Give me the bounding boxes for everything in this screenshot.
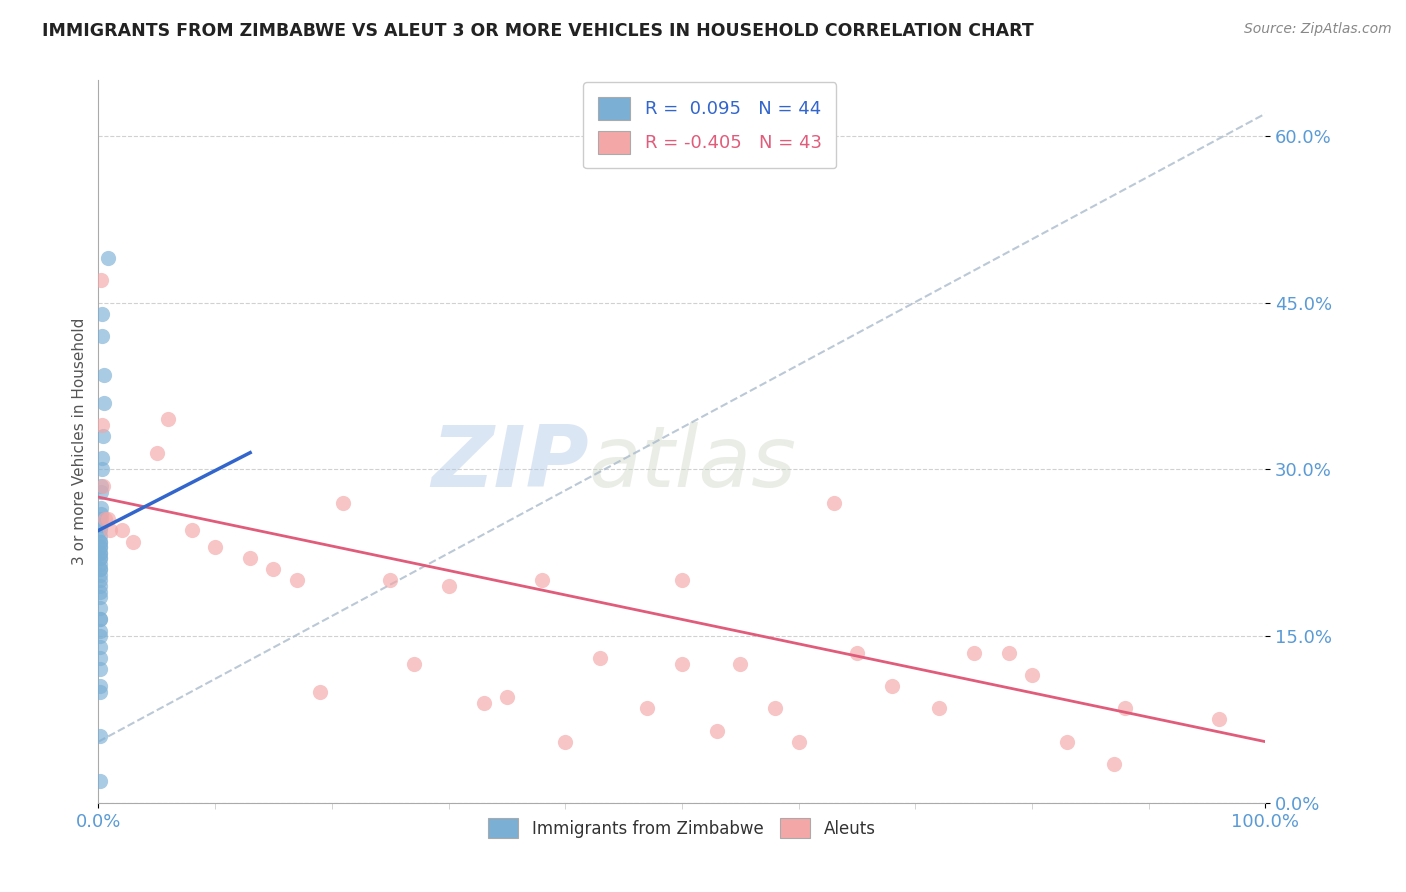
Point	[89, 574, 111, 588]
Point	[89, 529, 111, 543]
Point	[97, 251, 120, 265]
Point	[309, 684, 332, 698]
Point	[89, 662, 111, 676]
Point	[730, 657, 752, 671]
Point	[98, 524, 121, 538]
Point	[589, 651, 612, 665]
Point	[146, 445, 169, 459]
Point	[1021, 668, 1043, 682]
Point	[472, 696, 495, 710]
Point	[89, 579, 111, 593]
Point	[89, 546, 111, 560]
Point	[89, 679, 111, 693]
Point	[91, 429, 114, 443]
Point	[89, 534, 111, 549]
Point	[90, 484, 112, 499]
Point	[89, 540, 111, 554]
Point	[89, 612, 111, 626]
Point	[90, 479, 112, 493]
Point	[89, 601, 111, 615]
Point	[763, 701, 786, 715]
Point	[928, 701, 950, 715]
Point	[89, 590, 111, 604]
Point	[89, 568, 111, 582]
Point	[90, 462, 112, 476]
Point	[93, 395, 115, 409]
Point	[89, 551, 111, 566]
Point	[90, 307, 112, 321]
Point	[90, 417, 112, 432]
Point	[122, 534, 145, 549]
Point	[1102, 756, 1125, 771]
Point	[89, 729, 111, 743]
Point	[90, 517, 112, 532]
Point	[997, 646, 1019, 660]
Point	[285, 574, 308, 588]
Point	[90, 512, 112, 526]
Point	[89, 624, 111, 638]
Legend: Immigrants from Zimbabwe, Aleuts: Immigrants from Zimbabwe, Aleuts	[482, 812, 882, 845]
Point	[89, 684, 111, 698]
Point	[89, 562, 111, 576]
Point	[636, 701, 658, 715]
Point	[204, 540, 226, 554]
Y-axis label: 3 or more Vehicles in Household: 3 or more Vehicles in Household	[72, 318, 87, 566]
Point	[262, 562, 284, 576]
Point	[1056, 734, 1078, 748]
Point	[89, 557, 111, 571]
Point	[706, 723, 728, 738]
Point	[89, 546, 111, 560]
Point	[332, 496, 354, 510]
Point	[89, 562, 111, 576]
Text: IMMIGRANTS FROM ZIMBABWE VS ALEUT 3 OR MORE VEHICLES IN HOUSEHOLD CORRELATION CH: IMMIGRANTS FROM ZIMBABWE VS ALEUT 3 OR M…	[42, 22, 1033, 40]
Point	[90, 273, 112, 287]
Point	[90, 451, 112, 466]
Point	[962, 646, 984, 660]
Text: atlas: atlas	[589, 422, 797, 505]
Point	[90, 501, 112, 516]
Point	[89, 551, 111, 566]
Point	[89, 612, 111, 626]
Point	[89, 640, 111, 655]
Point	[90, 329, 112, 343]
Point	[846, 646, 869, 660]
Point	[111, 524, 134, 538]
Point	[239, 551, 262, 566]
Point	[671, 657, 693, 671]
Point	[89, 773, 111, 788]
Point	[91, 479, 114, 493]
Point	[402, 657, 425, 671]
Text: ZIP: ZIP	[430, 422, 589, 505]
Point	[94, 512, 117, 526]
Point	[437, 579, 460, 593]
Point	[787, 734, 810, 748]
Point	[1208, 713, 1230, 727]
Point	[89, 629, 111, 643]
Point	[823, 496, 845, 510]
Point	[89, 584, 111, 599]
Point	[1114, 701, 1136, 715]
Text: Source: ZipAtlas.com: Source: ZipAtlas.com	[1244, 22, 1392, 37]
Point	[89, 524, 111, 538]
Point	[97, 512, 120, 526]
Point	[93, 368, 115, 382]
Point	[89, 534, 111, 549]
Point	[157, 412, 180, 426]
Point	[89, 651, 111, 665]
Point	[496, 690, 519, 705]
Point	[89, 540, 111, 554]
Point	[530, 574, 553, 588]
Point	[671, 574, 693, 588]
Point	[554, 734, 576, 748]
Point	[880, 679, 903, 693]
Point	[90, 507, 112, 521]
Point	[180, 524, 202, 538]
Point	[380, 574, 402, 588]
